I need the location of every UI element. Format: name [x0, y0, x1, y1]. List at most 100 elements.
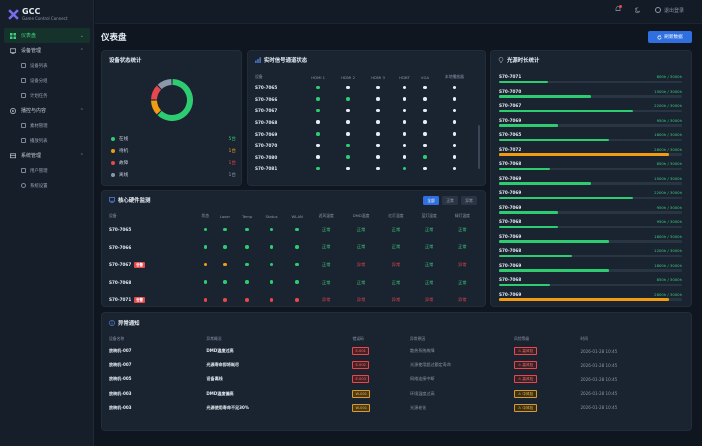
hw-device: S70-7068: [109, 274, 197, 292]
light-source-device: S70-7069: [499, 233, 522, 239]
alarm-time: 2026-01-28 10:45: [580, 362, 618, 368]
signal-device: S70-7067: [255, 108, 278, 114]
table-row[interactable]: 放映机-007 光源寿命即将耗尽 E-002 光源使用超过额定寿命 ⚠ 高风险 …: [109, 358, 669, 372]
chevron-down-icon: ⌄: [79, 32, 84, 39]
nav-content[interactable]: 播控与内容 ⌃: [4, 103, 90, 118]
light-source-fill: [499, 225, 558, 229]
signal-status-dot: [452, 85, 457, 90]
status-label: 故障: [119, 160, 129, 166]
filter-normal[interactable]: 正常: [442, 196, 458, 205]
alarm-level: ⚠ 高风险: [514, 375, 538, 384]
signal-cell: [434, 105, 475, 117]
alarm-summary: 设备离线: [206, 376, 223, 382]
alarm-header: 设备名称: [109, 335, 125, 341]
light-source-track: [499, 269, 682, 272]
hw-status-cell: [197, 239, 214, 257]
nav-dashboard-label: 仪表盘: [21, 33, 37, 39]
nav-settings[interactable]: 系统设置: [4, 178, 90, 193]
hw-status-dot: [245, 280, 250, 285]
alarm-level: ⚠ 高风险: [514, 347, 538, 356]
hw-temp-cell: 正常: [322, 226, 331, 232]
table-row: S70-7068 正常 正常 正常 正常 正常: [109, 274, 479, 292]
light-source-row: S70-7068 1200h / 3000h: [499, 248, 682, 261]
signal-status-dot: [402, 97, 407, 101]
table-row[interactable]: 放映机-003 光源使用寿命不足30% W-001 光源老化 ⚠ 中风险 202…: [109, 401, 669, 415]
table-row[interactable]: 放映机-003 DMD温度偏高 W-001 环境温度过高 ⚠ 中风险 2026-…: [109, 387, 669, 401]
logout-button[interactable]: 退出登录: [654, 7, 684, 14]
alarms-table: 设备名称 异常概况 错误码 异常原因 风险等级 时间 放映机-007 DMD温度过高 E-…: [109, 333, 669, 415]
signal-status-dot: [402, 155, 407, 159]
nav-system[interactable]: 系统管理 ⌃: [4, 148, 90, 163]
nav-device-management-label: 设备管理: [21, 48, 42, 54]
signal-status-dot: [376, 132, 380, 136]
donut-slice-1: [151, 100, 162, 115]
light-source-fill: [499, 80, 549, 84]
hw-temp-cell: 异常: [356, 297, 366, 303]
filter-all[interactable]: 全部: [423, 196, 439, 205]
light-source-hours: 2200h / 3000h: [654, 190, 682, 195]
hardware-title: 核心硬件监测: [109, 196, 150, 204]
signal-cell: [363, 105, 393, 117]
signal-cell: [303, 140, 333, 152]
light-source-title-text: 光源时长统计: [507, 58, 540, 64]
hw-header: DMD温度: [352, 213, 370, 218]
nav-device-list[interactable]: 设备列表: [4, 58, 90, 73]
light-source-device: S70-7068: [499, 161, 522, 166]
signal-cell: [363, 128, 393, 140]
refresh-button[interactable]: 刷新数据: [648, 31, 692, 43]
light-source-row: S70-7071 800h / 3000h: [499, 74, 682, 87]
signal-status-dot: [402, 85, 407, 90]
table-row: S70-7069: [255, 128, 475, 140]
logo-title: GCC: [22, 6, 41, 16]
nav-users-label: 用户管理: [30, 168, 48, 174]
sidebar: GCC Game Control Connect 仪表盘 ⌄ 设备管理 ⌃ 设备…: [0, 0, 94, 446]
light-source-track: [499, 283, 682, 287]
light-source-track: [499, 138, 682, 142]
signal-status-dot: [376, 97, 380, 101]
signal-device: S70-7081: [255, 166, 278, 172]
alarm-device: 放映机-003: [109, 390, 132, 396]
signal-status-dot: [402, 166, 407, 171]
signal-header: 本地播放器: [444, 74, 464, 79]
nav-playlist-label: 播放列表: [30, 138, 48, 144]
signal-status-dot: [423, 108, 427, 113]
status-value: 5台: [228, 136, 236, 142]
nav-schedule[interactable]: 计划任务: [4, 88, 90, 103]
nav-device-management[interactable]: 设备管理 ⌃: [4, 43, 90, 58]
hw-status-dot: [269, 227, 274, 232]
nav-device-list-label: 设备列表: [30, 63, 48, 69]
status-legend-row: 故障 1台: [111, 157, 236, 168]
light-source-hours: 2800h / 3000h: [654, 146, 682, 152]
nav-device-group[interactable]: 设备分组: [4, 73, 90, 88]
nav-dashboard[interactable]: 仪表盘 ⌄: [4, 28, 90, 43]
table-row: S70-7066: [255, 94, 475, 106]
hw-temp-cell: 正常: [391, 244, 401, 250]
nav-users[interactable]: 用户管理: [4, 163, 90, 178]
table-row[interactable]: 放映机-005 设备离线 E-003 网络连接中断 ⚠ 高风险 2026-01-…: [109, 372, 669, 386]
hw-status-dot: [223, 280, 227, 285]
filter-abnormal[interactable]: 异常: [461, 196, 477, 205]
status-dot: [111, 160, 115, 165]
hw-status-cell: [197, 274, 214, 292]
nav-playlist[interactable]: 播放列表: [4, 133, 90, 148]
sidebar-nav: 仪表盘 ⌄ 设备管理 ⌃ 设备列表 设备分组 计划任务 播控与内容 ⌃ 素材管理…: [4, 28, 90, 193]
signal-cell: [333, 82, 363, 94]
nav-assets[interactable]: 素材管理: [4, 118, 90, 133]
signal-cell: [333, 163, 363, 175]
table-row[interactable]: 放映机-007 DMD温度过高 E-001 散热系统故障 ⚠ 高风险 2026-…: [109, 344, 669, 358]
theme-toggle-moon-icon[interactable]: [634, 7, 641, 13]
signal-scrollbar[interactable]: [478, 125, 480, 169]
avatar: [654, 7, 661, 13]
hw-status-cell: [197, 291, 214, 309]
light-source-device: S70-7069: [499, 190, 522, 195]
hw-header: WLAN: [291, 213, 303, 219]
alarm-level: ⚠ 中风险: [514, 403, 538, 412]
hw-header: 红灯温度: [388, 213, 404, 218]
signal-cell: [416, 117, 434, 129]
alarm-level-text: 高风险: [522, 363, 534, 368]
light-source-hours: 950h / 3000h: [656, 204, 682, 210]
notification-button[interactable]: [615, 5, 622, 14]
alarm-tag: 告警: [134, 297, 146, 304]
hw-status-cell: [236, 291, 258, 309]
system-icon: [10, 152, 16, 158]
